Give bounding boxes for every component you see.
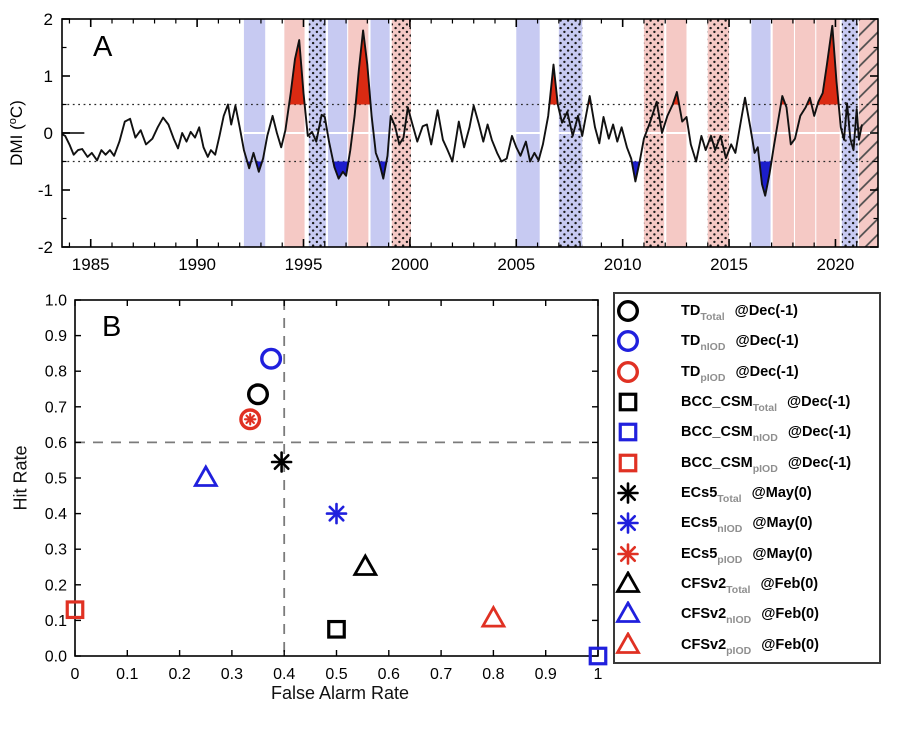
panel-b-ytick-label: 0.7 — [45, 399, 67, 416]
panel-a-dmi-timeseries: 1985 1990 1995 2000 2005 2010 2015 2020 -2 -1 0 1 2 D… — [7, 10, 879, 274]
legend-label: ECs5pIOD @May(0) — [681, 545, 813, 566]
panel-b-xtick-label: 0.5 — [325, 666, 347, 683]
panel-b-ytick-label: 0.3 — [45, 542, 67, 559]
marker-BCC_CSM_nIOD — [588, 646, 608, 666]
legend-label: TDnIOD @Dec(-1) — [681, 333, 799, 354]
panel-a-xtick-label: 2000 — [391, 255, 429, 274]
legend-row-BCC_CSM-pIOD: BCC_CSMpIOD @Dec(-1) — [615, 448, 879, 477]
marker-legend-BCC_CSM-Total — [618, 392, 638, 412]
panel-b-xtick-label: 0.2 — [168, 666, 190, 683]
panel-a-ytick-label: 2 — [44, 10, 53, 29]
panel-b-xtick-label: 0.7 — [430, 666, 452, 683]
marker-legend-CFSv2-Total — [615, 571, 641, 594]
x-axis-title-false-alarm-rate: False Alarm Rate — [270, 683, 410, 703]
marker-legend-TD-pIOD — [616, 360, 640, 383]
legend-box: TDTotal @Dec(-1) TDnIOD @Dec(-1) TDpIOD @D… — [613, 292, 881, 664]
panel-a-ylabel: DMI (oC) — [7, 100, 26, 166]
dmi-curve — [62, 24, 863, 197]
marker-TD_Total — [246, 383, 270, 406]
legend-label: BCC_CSMTotal @Dec(-1) — [681, 394, 851, 415]
legend-label: BCC_CSMpIOD @Dec(-1) — [681, 454, 852, 475]
negative-iod-fill — [247, 161, 772, 196]
panel-b-xtick-label: 0.4 — [273, 666, 295, 683]
y-axis-title-hit-rate: Hit Rate — [10, 445, 31, 511]
positive-iod-fill — [228, 25, 848, 105]
marker-legend-CFSv2-nIOD — [615, 601, 641, 624]
marker-TD_pIOD — [239, 408, 262, 431]
legend-row-ECs5-pIOD: ECs5pIOD @May(0) — [615, 539, 879, 568]
panel-b-ytick-label: 0.9 — [45, 328, 67, 345]
marker-legend-BCC_CSM-pIOD — [618, 453, 638, 473]
marker-CFSv2_pIOD — [480, 604, 507, 628]
marker-legend-ECs5-pIOD — [617, 542, 639, 565]
legend-row-TD-nIOD: TDnIOD @Dec(-1) — [615, 327, 879, 356]
marker-CFSv2_Total — [352, 553, 379, 576]
legend-label: CFSv2nIOD @Feb(0) — [681, 606, 819, 627]
panel-b-roc-scatter: 00.0 0.1 0.1 0.2 0.2 0.3 0.3 0.4 0.4 0.5 0.5 0.6 0.6… — [45, 293, 608, 684]
marker-legend-TD-nIOD — [616, 330, 640, 353]
panel-b-frame — [74, 299, 599, 657]
panel-a-label: A — [93, 31, 113, 63]
panel-a-ytick-label: -2 — [38, 238, 53, 257]
marker-ECs5_nIOD — [325, 502, 348, 525]
legend-row-TD-Total: TDTotal @Dec(-1) — [615, 297, 879, 326]
panel-b-ytick-label: 0.1 — [45, 613, 67, 630]
panel-b-ytick-label: 0.2 — [45, 577, 67, 594]
panel-b-xtick-label: 0 — [71, 666, 80, 683]
legend-label: ECs5nIOD @May(0) — [681, 515, 813, 536]
panel-b-ytick-label: 0.6 — [45, 435, 67, 452]
marker-BCC_CSM_pIOD — [65, 600, 85, 620]
panel-a-ticks: 1985 1990 1995 2000 2005 2010 2015 2020 -2 -1 0 1 2 — [38, 10, 878, 274]
marker-TD_nIOD — [260, 347, 283, 370]
panel-b-ytick-label: 0.5 — [45, 471, 67, 488]
marker-legend-ECs5-nIOD — [617, 512, 639, 535]
panel-b-label: B — [102, 311, 122, 343]
legend-label: TDTotal @Dec(-1) — [681, 303, 798, 324]
panel-b-ytick-label: 0.0 — [45, 649, 67, 666]
panel-a-ytick-label: 1 — [44, 67, 53, 86]
panel-a-ytick-label: -1 — [38, 181, 53, 200]
legend-row-CFSv2-pIOD: CFSv2pIOD @Feb(0) — [615, 630, 879, 659]
legend-label: TDpIOD @Dec(-1) — [681, 363, 799, 384]
panel-a-xtick-label: 1990 — [178, 255, 216, 274]
panel-a-xtick-label: 1985 — [72, 255, 110, 274]
legend-label: BCC_CSMnIOD @Dec(-1) — [681, 424, 852, 445]
panel-b-xtick-label: 0.3 — [221, 666, 243, 683]
panel-b-xtick-label: 1 — [594, 666, 603, 683]
marker-ECs5_pIOD — [243, 413, 257, 426]
marker-legend-ECs5-Total — [617, 482, 639, 504]
panel-b-ytick-label: 0.8 — [45, 364, 67, 381]
legend-row-TD-pIOD: TDpIOD @Dec(-1) — [615, 357, 879, 386]
panel-a-xtick-label: 1995 — [285, 255, 323, 274]
legend-row-ECs5-nIOD: ECs5nIOD @May(0) — [615, 509, 879, 538]
legend-label: CFSv2Total @Feb(0) — [681, 576, 819, 597]
panel-b-ticks: 00.0 0.1 0.1 0.2 0.2 0.3 0.3 0.4 0.4 0.5 0.5 0.6 0.6… — [45, 293, 603, 684]
panel-a-xtick-label: 2020 — [817, 255, 855, 274]
panel-a-ytick-label: 0 — [44, 124, 53, 143]
legend-label: CFSv2pIOD @Feb(0) — [681, 636, 819, 657]
roc-scatter-points — [65, 347, 608, 666]
legend-row-ECs5-Total: ECs5Total @May(0) — [615, 479, 879, 508]
panel-b-xtick-label: 0.9 — [535, 666, 557, 683]
marker-legend-TD-Total — [616, 300, 640, 323]
panel-a-xtick-label: 2015 — [710, 255, 748, 274]
marker-BCC_CSM_Total — [327, 619, 346, 639]
panel-b-xtick-label: 0.6 — [378, 666, 400, 683]
panel-a-xtick-label: 2005 — [497, 255, 535, 274]
legend-row-CFSv2-Total: CFSv2Total @Feb(0) — [615, 570, 879, 599]
panel-b-xtick-label: 0.1 — [116, 666, 138, 683]
panel-b-ytick-label: 0.4 — [45, 506, 67, 523]
panel-b-xtick-label: 0.8 — [482, 666, 504, 683]
legend-label: ECs5Total @May(0) — [681, 485, 812, 506]
marker-ECs5_Total — [270, 451, 293, 473]
marker-legend-BCC_CSM-nIOD — [618, 423, 638, 442]
panel-b-ytick-label: 1.0 — [45, 293, 67, 310]
legend-row-BCC_CSM-nIOD: BCC_CSMnIOD @Dec(-1) — [615, 418, 879, 447]
legend-row-CFSv2-nIOD: CFSv2nIOD @Feb(0) — [615, 600, 879, 629]
panel-a-xtick-label: 2010 — [604, 255, 642, 274]
marker-CFSv2_nIOD — [192, 464, 219, 487]
legend-row-BCC_CSM-Total: BCC_CSMTotal @Dec(-1) — [615, 388, 879, 417]
marker-legend-CFSv2-pIOD — [615, 631, 641, 654]
